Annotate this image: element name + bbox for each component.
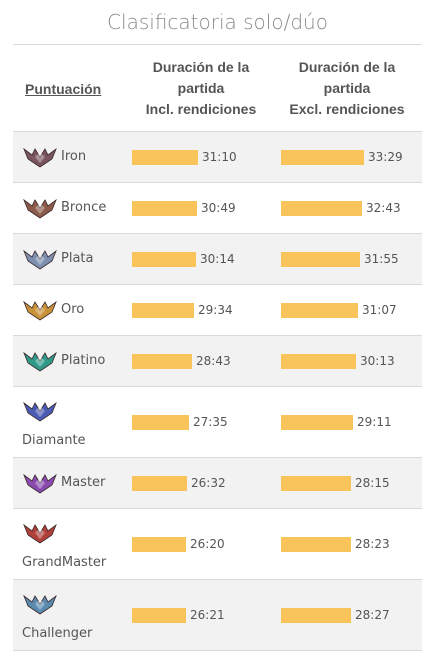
excl-duration-bar — [281, 150, 364, 165]
platinum-emblem-icon — [23, 349, 57, 373]
incl-duration-bar — [132, 476, 187, 491]
rank-name: Platino — [61, 353, 106, 368]
rank-name: Master — [61, 475, 106, 490]
excl-duration-bar — [281, 201, 362, 216]
bronze-emblem-icon — [23, 196, 57, 220]
table-row: Challenger 26:21 28:27 — [13, 580, 422, 651]
incl-duration-bar — [132, 150, 198, 165]
incl-duration-bar — [132, 354, 192, 369]
rank-name: Iron — [61, 149, 87, 164]
incl-duration-label: 26:21 — [190, 608, 225, 622]
excl-duration-bar — [281, 303, 358, 318]
excl-duration-label: 28:27 — [355, 608, 390, 622]
excl-duration-bar — [281, 354, 356, 369]
incl-duration-label: 29:34 — [198, 303, 233, 317]
incl-duration-label: 30:14 — [200, 252, 235, 266]
table-row: Diamante 27:35 29:11 — [13, 387, 422, 458]
diamond-emblem-icon — [23, 399, 57, 423]
duration-table: Puntuación Duración de la partida Incl. … — [13, 44, 422, 651]
excl-duration-bar — [281, 252, 360, 267]
incl-duration-bar — [132, 415, 189, 430]
table-row: Plata 30:14 31:55 — [13, 234, 422, 285]
table-row: Iron 31:10 33:29 — [13, 132, 422, 183]
rank-name: Bronce — [61, 200, 107, 215]
incl-duration-bar — [132, 303, 194, 318]
silver-emblem-icon — [23, 247, 57, 271]
header-rank[interactable]: Puntuación — [25, 81, 102, 97]
iron-emblem-icon — [23, 145, 57, 169]
table-row: Master 26:32 28:15 — [13, 458, 422, 509]
incl-duration-bar — [132, 608, 186, 623]
excl-duration-label: 31:07 — [362, 303, 397, 317]
incl-duration-label: 30:49 — [201, 201, 236, 215]
excl-duration-bar — [281, 415, 353, 430]
incl-duration-label: 28:43 — [196, 354, 231, 368]
incl-duration-bar — [132, 252, 196, 267]
header-excl: Duración de la partida Excl. rendiciones — [289, 59, 405, 117]
excl-duration-label: 28:23 — [355, 537, 390, 551]
page-title: Clasificatoria solo/dúo — [107, 10, 328, 34]
incl-duration-label: 26:32 — [191, 476, 226, 490]
excl-duration-label: 30:13 — [360, 354, 395, 368]
table-row: GrandMaster 26:20 28:23 — [13, 509, 422, 580]
rank-name: Oro — [61, 302, 85, 317]
rank-name: GrandMaster — [22, 555, 107, 570]
incl-duration-label: 27:35 — [193, 415, 228, 429]
incl-duration-bar — [132, 537, 186, 552]
rank-name: Diamante — [22, 433, 86, 448]
grandmaster-emblem-icon — [23, 521, 57, 545]
rank-name: Challenger — [22, 626, 93, 641]
incl-duration-label: 26:20 — [190, 537, 225, 551]
excl-duration-bar — [281, 537, 351, 552]
excl-duration-bar — [281, 608, 351, 623]
excl-duration-label: 31:55 — [364, 252, 399, 266]
rank-name: Plata — [61, 251, 94, 266]
incl-duration-bar — [132, 201, 197, 216]
excl-duration-label: 28:15 — [355, 476, 390, 490]
excl-duration-label: 29:11 — [357, 415, 392, 429]
table-row: Platino 28:43 30:13 — [13, 336, 422, 387]
master-emblem-icon — [23, 471, 57, 495]
table-row: Oro 29:34 31:07 — [13, 285, 422, 336]
excl-duration-label: 32:43 — [366, 201, 401, 215]
challenger-emblem-icon — [23, 592, 57, 616]
header-incl: Duración de la partida Incl. rendiciones — [145, 59, 257, 117]
table-row: Bronce 30:49 32:43 — [13, 183, 422, 234]
excl-duration-bar — [281, 476, 351, 491]
table-header: Puntuación Duración de la partida Incl. … — [13, 45, 422, 132]
excl-duration-label: 33:29 — [368, 150, 403, 164]
table-body: Iron 31:10 33:29 Bronce 30:49 32:43 Plata 30:14… — [13, 132, 422, 651]
gold-emblem-icon — [23, 298, 57, 322]
incl-duration-label: 31:10 — [202, 150, 237, 164]
